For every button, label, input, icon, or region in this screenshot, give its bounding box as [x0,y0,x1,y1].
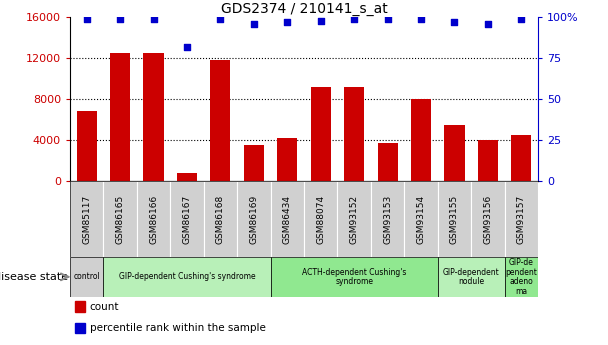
Text: GSM93154: GSM93154 [416,195,426,244]
Bar [204,181,237,257]
Bar [75,323,85,334]
Bar [505,181,538,257]
Bar [110,53,130,181]
Bar [170,181,204,257]
Point [215,16,225,22]
Text: GIP-dependent Cushing's syndrome: GIP-dependent Cushing's syndrome [119,272,255,282]
Text: GSM93156: GSM93156 [483,195,492,244]
Bar [103,181,137,257]
Bar [70,181,103,257]
Text: percentile rank within the sample: percentile rank within the sample [89,323,266,333]
Text: GSM86434: GSM86434 [283,195,292,244]
Point [416,16,426,22]
Text: GSM86168: GSM86168 [216,195,225,244]
Point [249,21,259,27]
Point [182,44,192,49]
Bar [271,181,304,257]
Text: GSM85117: GSM85117 [82,195,91,244]
Bar [277,138,297,181]
Bar [337,181,371,257]
Text: GSM88074: GSM88074 [316,195,325,244]
Text: GIP-dependent
nodule: GIP-dependent nodule [443,267,500,286]
Point [349,16,359,22]
Point [148,16,158,22]
Text: GSM93157: GSM93157 [517,195,526,244]
Bar [511,135,531,181]
Point [483,21,493,27]
Point [282,19,292,25]
Bar [177,173,197,181]
Text: GSM86165: GSM86165 [116,195,125,244]
Text: GSM86167: GSM86167 [182,195,192,244]
Bar [411,99,431,181]
Point [115,16,125,22]
Text: GSM86169: GSM86169 [249,195,258,244]
Bar [505,257,538,297]
Text: GSM93152: GSM93152 [350,195,359,244]
Bar [471,181,505,257]
Bar [103,257,271,297]
Point [383,16,393,22]
Bar [344,87,364,181]
Bar [404,181,438,257]
Bar [438,257,505,297]
Point [517,16,527,22]
Bar [444,125,465,181]
Point [81,16,91,22]
Bar [143,53,164,181]
Bar [77,111,97,181]
Bar [137,181,170,257]
Bar [70,257,103,297]
Point [316,18,326,23]
Text: GIP-de
pendent
adeno
ma: GIP-de pendent adeno ma [505,258,537,296]
Bar [478,140,498,181]
Bar [371,181,404,257]
Text: GSM93153: GSM93153 [383,195,392,244]
Title: GDS2374 / 210141_s_at: GDS2374 / 210141_s_at [221,2,387,16]
Bar [311,87,331,181]
Point [449,19,460,25]
Bar [438,181,471,257]
Text: ACTH-dependent Cushing's
syndrome: ACTH-dependent Cushing's syndrome [302,267,406,286]
Text: GSM93155: GSM93155 [450,195,459,244]
Bar [271,257,438,297]
Text: count: count [89,302,119,312]
Text: disease state: disease state [0,272,68,282]
Bar [237,181,271,257]
Bar [244,145,264,181]
Bar [210,60,230,181]
Bar [378,143,398,181]
Text: control: control [74,272,100,282]
Text: GSM86166: GSM86166 [149,195,158,244]
Bar [75,301,85,312]
Bar [304,181,337,257]
